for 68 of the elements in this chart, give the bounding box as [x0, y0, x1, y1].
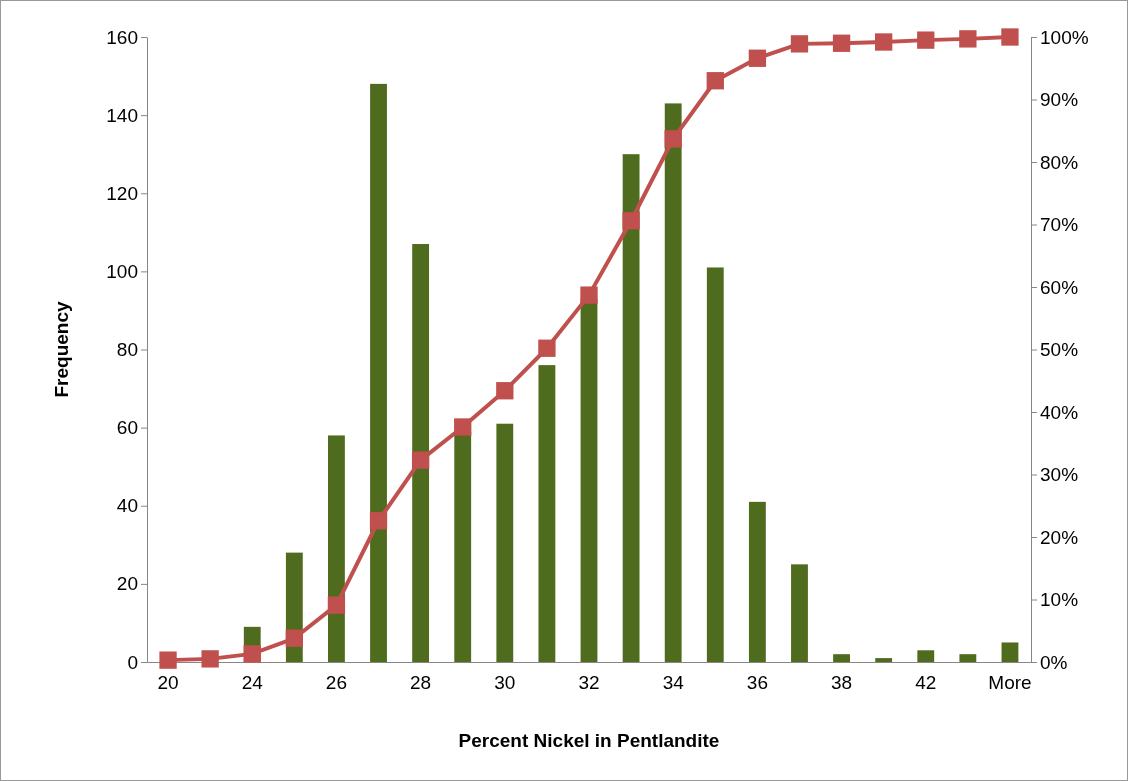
bar	[959, 654, 977, 662]
x-axis-title: Percent Nickel in Pentlandite	[458, 730, 720, 751]
point	[369, 512, 388, 530]
x-tick-label: 26	[325, 672, 347, 694]
y-tick-label: 20	[116, 573, 138, 595]
point	[622, 212, 640, 230]
point	[411, 451, 430, 469]
point	[917, 31, 935, 49]
point	[748, 49, 767, 67]
y-axis-title: Frequency	[51, 301, 72, 398]
point	[159, 651, 177, 669]
point	[706, 72, 724, 90]
y2-tick-label: 40%	[1040, 401, 1079, 423]
point	[243, 645, 261, 663]
point	[1001, 28, 1019, 46]
point	[959, 30, 977, 48]
y2-tick-label: 10%	[1040, 589, 1079, 611]
y-tick-label: 160	[106, 26, 138, 48]
y-tick-label: 40	[116, 495, 138, 517]
point	[496, 382, 514, 400]
bar	[538, 365, 556, 662]
y2-tick-label: 0%	[1040, 651, 1068, 673]
bar	[833, 654, 850, 662]
x-tick-label: 32	[578, 672, 600, 694]
bar	[748, 501, 766, 662]
y2-tick-label: 30%	[1040, 464, 1079, 486]
y-tick-label: 120	[106, 182, 138, 204]
y2-tick-label: 80%	[1040, 151, 1079, 173]
point	[285, 629, 303, 647]
bar	[875, 658, 893, 662]
y2-tick-label: 90%	[1040, 89, 1079, 111]
y-tick-label: 0	[127, 651, 138, 673]
x-tick-label: More	[988, 672, 1032, 694]
y-tick-label: 80	[116, 339, 138, 361]
y2-tick-label: 70%	[1040, 214, 1079, 236]
point	[790, 35, 809, 53]
bar	[791, 564, 808, 662]
point	[832, 34, 851, 52]
x-tick-label: 34	[662, 672, 685, 694]
x-tick-label: 36	[746, 672, 768, 694]
bar	[917, 650, 935, 662]
point	[580, 286, 598, 304]
x-tick-label: 42	[915, 672, 937, 694]
y-tick-label: 60	[116, 417, 138, 439]
bar	[370, 83, 387, 662]
x-tick-label: 20	[157, 672, 179, 694]
y2-tick-label: 100%	[1040, 26, 1089, 48]
x-tick-label: 24	[241, 672, 264, 694]
x-tick-label: 28	[410, 672, 432, 694]
y-tick-label: 100	[106, 260, 138, 282]
bar	[706, 267, 724, 662]
point	[454, 418, 472, 436]
bar	[664, 103, 682, 662]
bar	[496, 423, 514, 662]
point	[201, 650, 219, 668]
x-tick-label: 30	[494, 672, 516, 694]
bar	[1001, 642, 1019, 662]
point	[664, 130, 682, 148]
bar	[622, 154, 640, 662]
y2-tick-label: 60%	[1040, 276, 1079, 298]
y-tick-label: 140	[106, 104, 138, 126]
x-tick-label: 38	[831, 672, 853, 694]
point	[875, 33, 893, 51]
bar	[412, 244, 430, 662]
y2-tick-label: 50%	[1040, 339, 1079, 361]
y2-tick-label: 20%	[1040, 526, 1079, 548]
point	[327, 596, 346, 614]
point	[538, 339, 556, 357]
